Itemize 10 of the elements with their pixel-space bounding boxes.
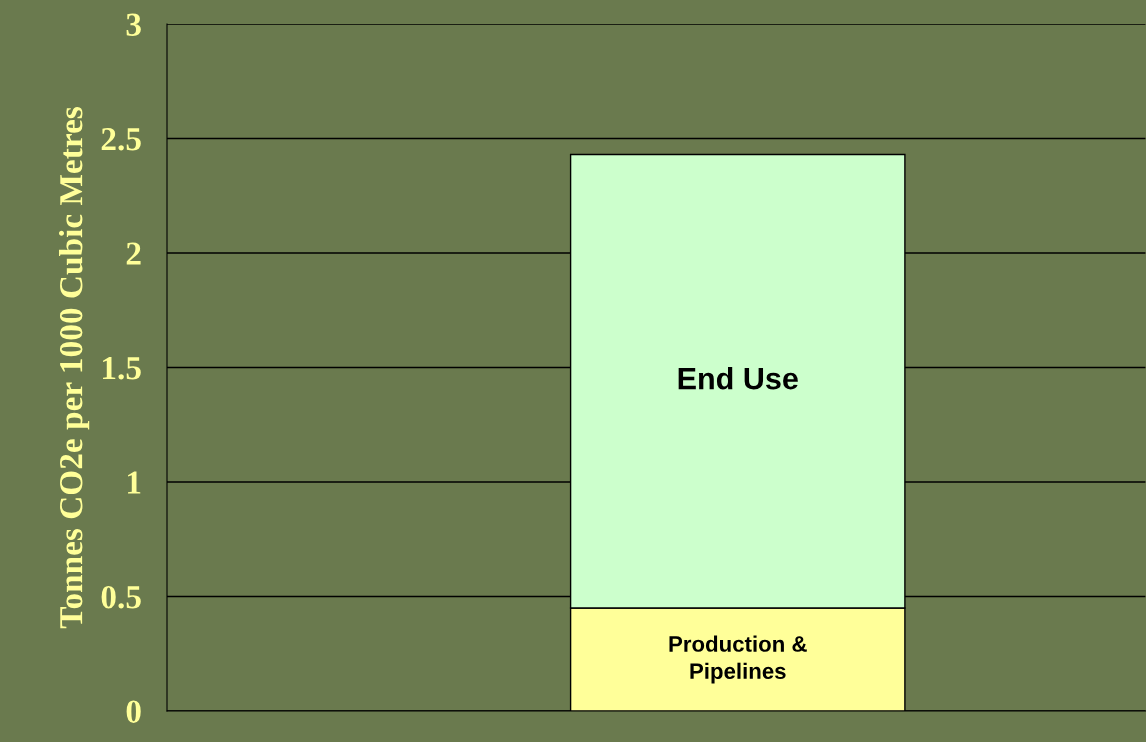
y-tick-label: 1.5	[103, 357, 141, 380]
y-tick-label: 2.5	[101, 127, 141, 151]
y-tick-label: 0.5	[101, 585, 141, 609]
y-tick-label: 1	[128, 471, 141, 494]
y-axis-title: Tonnes CO2e per 1000 Cubic Metres	[58, 107, 90, 629]
y-tick-label: 2	[126, 242, 141, 265]
series-label: Production & Pipelines	[669, 635, 807, 684]
series-label: End Use	[678, 367, 798, 390]
y-tick-label: 0	[126, 700, 141, 723]
y-tick-label: 3	[126, 13, 141, 36]
